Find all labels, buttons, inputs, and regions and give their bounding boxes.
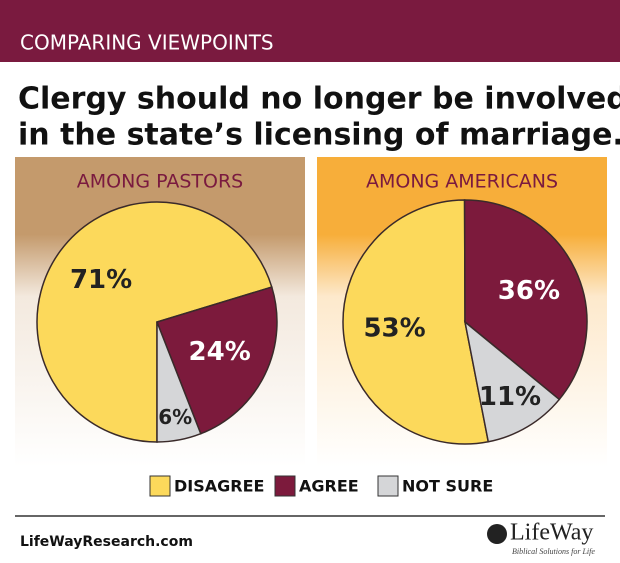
data-label: 24% [189, 337, 251, 367]
pie-slice [36, 201, 273, 443]
legend-label: AGREE [299, 477, 359, 496]
legend-label: DISAGREE [174, 477, 264, 496]
pie-slice [463, 320, 561, 443]
legend-label: NOT SURE [402, 477, 493, 496]
data-label: 11% [479, 382, 541, 412]
pie-slice [463, 199, 588, 401]
logo-tagline: Biblical Solutions for Life [512, 547, 595, 556]
data-label: 71% [70, 265, 132, 295]
footer-url: LifeWayResearch.com [20, 534, 193, 550]
data-label: 36% [498, 276, 560, 306]
logo-icon [487, 524, 507, 544]
legend-swatch [377, 475, 399, 497]
title-line: Clergy should no longer be involved [18, 82, 620, 117]
logo: LifeWay [510, 520, 593, 546]
legend-swatch [274, 475, 296, 497]
pie-slice [342, 199, 490, 445]
banner-text: COMPARING VIEWPOINTS [20, 31, 274, 55]
data-label: 53% [363, 313, 425, 343]
pie-slice [156, 321, 202, 443]
banner [0, 0, 620, 62]
title-line: in the state’s licensing of marriage. [18, 118, 620, 153]
panel-title: AMONG AMERICANS [366, 171, 558, 193]
data-label: 6% [158, 405, 192, 429]
panel-title: AMONG PASTORS [77, 171, 243, 193]
legend-swatch [149, 475, 171, 497]
